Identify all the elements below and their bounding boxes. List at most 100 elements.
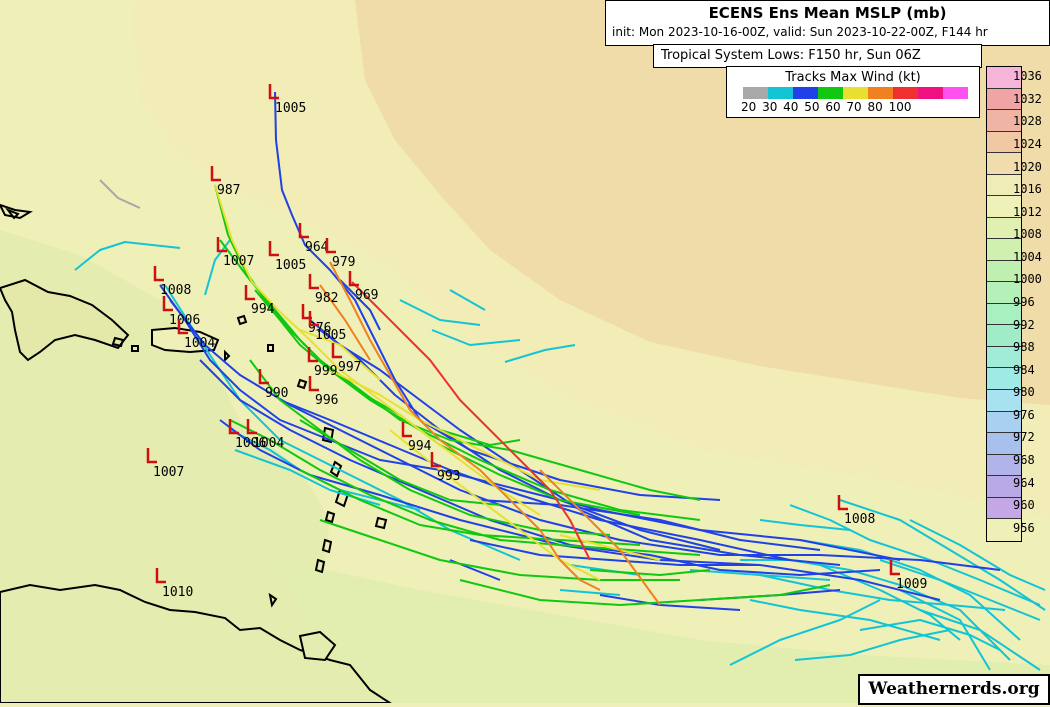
colorbar-label-996: 996 <box>1013 295 1035 309</box>
colorbar-segment-992 <box>987 303 1021 326</box>
low-marker: 1009 <box>889 560 927 592</box>
wind-swatch-3 <box>818 87 843 99</box>
colorbar-segment-996 <box>987 282 1021 304</box>
low-pressure-label: 1005 <box>315 328 346 343</box>
colorbar-label-1024: 1024 <box>1013 137 1042 151</box>
low-symbol <box>258 369 269 385</box>
colorbar-segment-1004 <box>987 239 1021 261</box>
low-symbol <box>155 568 166 584</box>
low-marker: 964 <box>298 223 329 255</box>
low-symbol <box>268 84 279 100</box>
colorbar-segment-984 <box>987 346 1021 369</box>
low-marker: 999 <box>307 347 337 379</box>
colorbar-segment-956 <box>987 497 1021 520</box>
land-venezuela-coast <box>0 583 394 704</box>
lows-title: Tropical System Lows: F150 hr, Sun 06Z <box>661 48 921 63</box>
wind-legend-labels: 20 30 40 50 60 70 80 100 <box>741 100 912 114</box>
low-pressure-label: 996 <box>315 393 338 408</box>
low-symbol <box>246 419 257 435</box>
colorbar-segment-1000 <box>987 260 1021 283</box>
credit-badge: Weathernerds.org <box>858 674 1050 705</box>
colorbar-label-1008: 1008 <box>1013 227 1042 242</box>
colorbar-label-1028: 1028 <box>1013 114 1042 129</box>
low-symbol <box>889 560 900 576</box>
low-marker: 1005 <box>268 241 306 273</box>
lows-title-box: Tropical System Lows: F150 hr, Sun 06Z <box>653 44 982 68</box>
low-marker: 979 <box>325 238 355 270</box>
low-marker: 982 <box>308 274 338 306</box>
map-title: ECENS Ens Mean MSLP (mb) <box>708 4 947 22</box>
low-pressure-label: 1005 <box>275 101 306 116</box>
land-outlines <box>0 203 394 704</box>
wind-swatch-8 <box>943 87 968 99</box>
colorbar-label-988: 988 <box>1013 340 1035 355</box>
colorbar-label-992: 992 <box>1013 317 1035 332</box>
low-pressure-label: 1006 <box>169 313 200 328</box>
low-symbol <box>401 422 412 438</box>
low-pressure-label: 997 <box>338 360 361 375</box>
low-pressure-label: 1008 <box>844 512 875 527</box>
pressure-colorbar <box>986 66 1022 542</box>
colorbar-segment-972 <box>987 411 1021 434</box>
low-pressure-label: 1006 <box>235 436 266 451</box>
low-marker: 1008 <box>153 266 191 298</box>
low-pressure-label: 1009 <box>896 577 927 592</box>
colorbar-label-1020: 1020 <box>1013 159 1042 174</box>
colorbar-segment-988 <box>987 325 1021 347</box>
low-symbol <box>216 237 227 253</box>
colorbar-segment-964 <box>987 454 1021 477</box>
colorbar-label-1016: 1016 <box>1013 182 1042 197</box>
colorbar-label-964: 964 <box>1013 475 1035 490</box>
low-symbol <box>430 452 441 468</box>
colorbar-label-1036: 1036 <box>1013 69 1042 84</box>
low-marker: 1007 <box>146 448 184 480</box>
low-marker: 1004 <box>177 319 215 351</box>
wind-swatch-5 <box>868 87 893 99</box>
low-pressure-label: 982 <box>315 291 338 306</box>
tracks-20kt <box>99 179 141 209</box>
colorbar-segment-976 <box>987 389 1021 412</box>
colorbar-label-976: 976 <box>1013 407 1035 422</box>
small-islands <box>5 207 388 608</box>
low-marker: 1005 <box>308 311 346 343</box>
colorbar-label-980: 980 <box>1013 385 1035 400</box>
low-pressure-label: 1007 <box>223 254 254 269</box>
low-pressure-label: 990 <box>265 386 288 401</box>
wind-legend-title: Tracks Max Wind (kt) <box>785 70 921 85</box>
wind-swatch-6 <box>893 87 918 99</box>
low-pressure-label: 999 <box>314 364 337 379</box>
low-marker: 1007 <box>216 237 254 269</box>
low-marker: 996 <box>308 376 338 408</box>
low-pressure-label: 1004 <box>253 436 284 451</box>
low-pressure-label: 994 <box>408 439 432 454</box>
colorbar-segment-1016 <box>987 174 1021 197</box>
low-symbol <box>162 296 173 312</box>
low-marker: 997 <box>331 343 361 375</box>
pressure-field-1008-south <box>280 560 1050 703</box>
land-trinidad <box>298 630 337 662</box>
low-pressure-label: 1004 <box>184 336 215 351</box>
low-pressure-label: 1010 <box>162 585 193 600</box>
colorbar-label-1012: 1012 <box>1013 204 1042 219</box>
low-symbol <box>348 271 359 287</box>
low-symbol <box>325 238 336 254</box>
wind-swatch-2 <box>793 87 818 99</box>
colorbar-segment-980 <box>987 368 1021 390</box>
low-pressure-label: 993 <box>437 469 460 484</box>
low-pressure-label: 979 <box>332 255 355 270</box>
wind-swatch-1 <box>768 87 793 99</box>
low-pressure-label: 969 <box>355 288 378 303</box>
colorbar-segment-1032 <box>987 88 1021 111</box>
low-symbol <box>228 419 239 435</box>
low-symbol <box>177 319 188 335</box>
ensemble-tracks <box>74 91 1046 671</box>
low-symbol <box>268 241 279 257</box>
colorbar-label-1004: 1004 <box>1013 249 1042 264</box>
colorbar-label-984: 984 <box>1013 362 1035 377</box>
colorbar-segment-1028 <box>987 110 1021 132</box>
low-marker: 987 <box>210 166 240 198</box>
low-symbol <box>298 223 309 239</box>
header-box: ECENS Ens Mean MSLP (mb) init: Mon 2023-… <box>605 0 1050 46</box>
low-marker: 1010 <box>155 568 193 600</box>
